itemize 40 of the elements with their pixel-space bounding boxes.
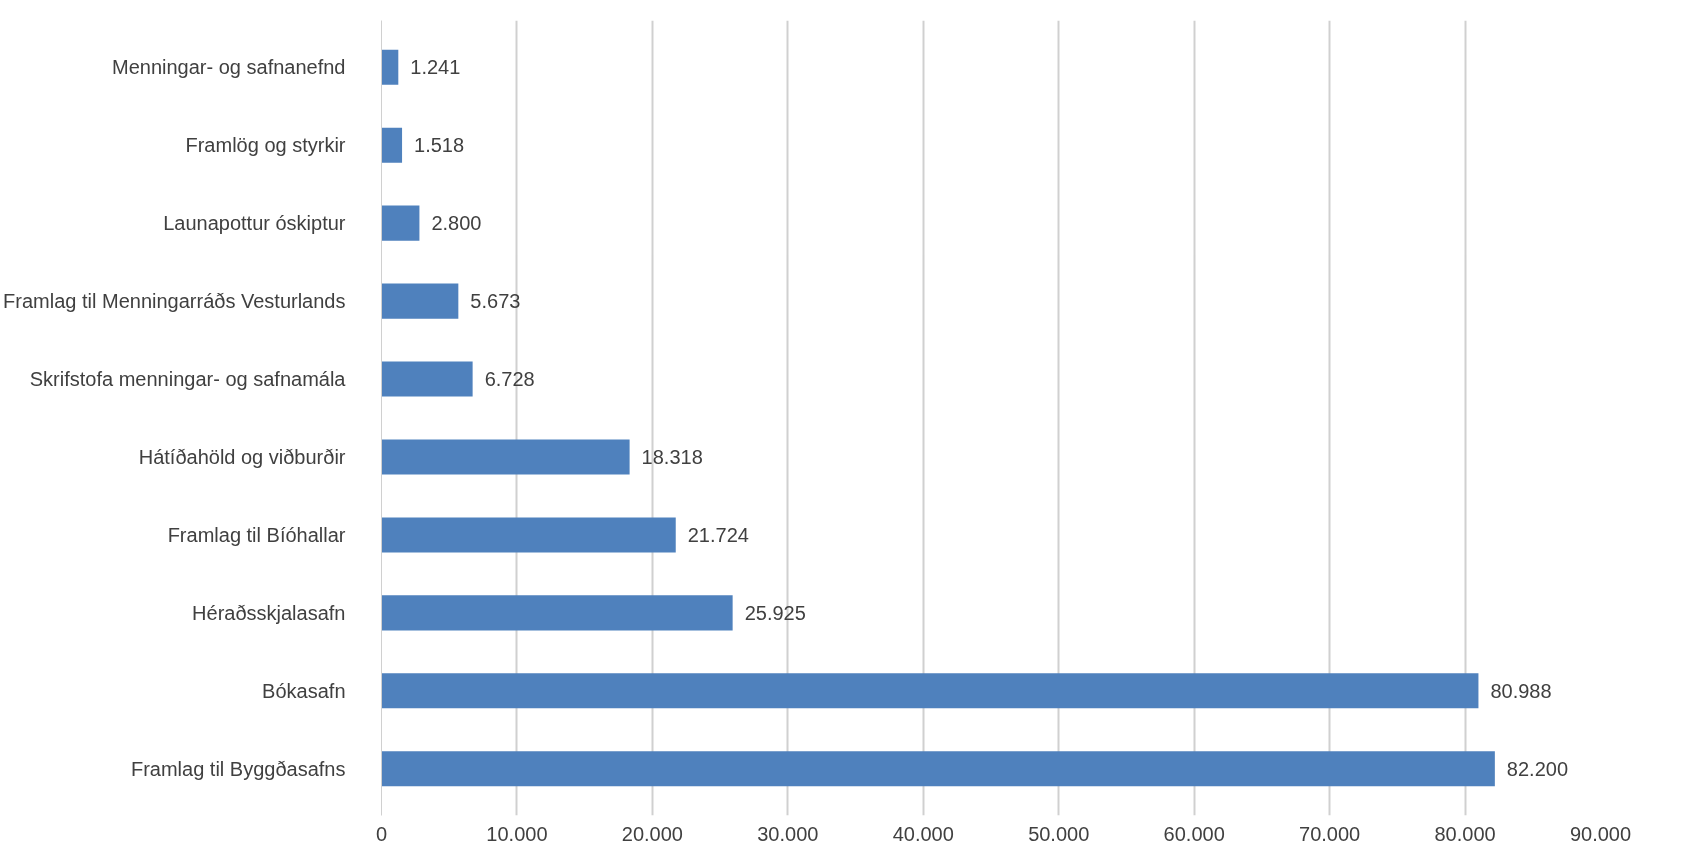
data-label: 82.200 bbox=[1506, 757, 1569, 780]
y-tick-label: Framlag til Menningarráðs Vesturlands bbox=[3, 290, 346, 313]
x-tick-label: 20.000 bbox=[621, 822, 683, 845]
data-label: 5.673 bbox=[470, 290, 521, 313]
x-tick-label: 80.000 bbox=[1434, 822, 1496, 845]
bar bbox=[381, 361, 473, 397]
y-tick-label: Skrifstofa menningar- og safnamála bbox=[29, 368, 347, 391]
y-tick-label: Framlag til Bíóhallar bbox=[167, 523, 346, 546]
bar bbox=[381, 283, 459, 319]
x-tick-label: 90.000 bbox=[1569, 822, 1632, 845]
bar bbox=[381, 127, 403, 163]
bar bbox=[381, 49, 399, 85]
data-label: 80.988 bbox=[1490, 679, 1552, 702]
x-tick-label: 50.000 bbox=[1028, 822, 1090, 845]
x-tick-label: 60.000 bbox=[1163, 822, 1225, 845]
y-tick-label: Launapottur óskiptur bbox=[163, 212, 346, 235]
bar bbox=[381, 595, 733, 631]
bar bbox=[381, 517, 676, 553]
x-tick-label: 70.000 bbox=[1299, 822, 1361, 845]
data-label: 1.241 bbox=[410, 56, 461, 79]
x-tick-label: 30.000 bbox=[757, 822, 819, 845]
data-label: 2.800 bbox=[431, 212, 482, 235]
y-tick-label: Hátíðahöld og viðburðir bbox=[138, 445, 346, 468]
data-label: 25.925 bbox=[744, 601, 806, 624]
x-tick-label: 40.000 bbox=[892, 822, 954, 845]
data-label: 18.318 bbox=[641, 445, 703, 468]
y-tick-label: Héraðsskjalasafn bbox=[192, 601, 346, 624]
y-tick-label: Bókasafn bbox=[262, 679, 346, 702]
bar bbox=[381, 673, 1479, 709]
data-label: 21.724 bbox=[687, 523, 749, 546]
y-tick-label: Menningar- og safnanefnd bbox=[112, 56, 346, 79]
x-tick-label: 0 bbox=[375, 822, 388, 845]
x-tick-label: 10.000 bbox=[486, 822, 548, 845]
data-label: 6.728 bbox=[484, 368, 535, 391]
bar bbox=[381, 439, 630, 475]
bar bbox=[381, 751, 1495, 787]
data-label: 1.518 bbox=[414, 134, 465, 157]
y-tick-label: Framlag til Byggðasafns bbox=[130, 757, 346, 780]
bar bbox=[381, 205, 420, 241]
y-tick-label: Framlög og styrkir bbox=[185, 134, 346, 157]
